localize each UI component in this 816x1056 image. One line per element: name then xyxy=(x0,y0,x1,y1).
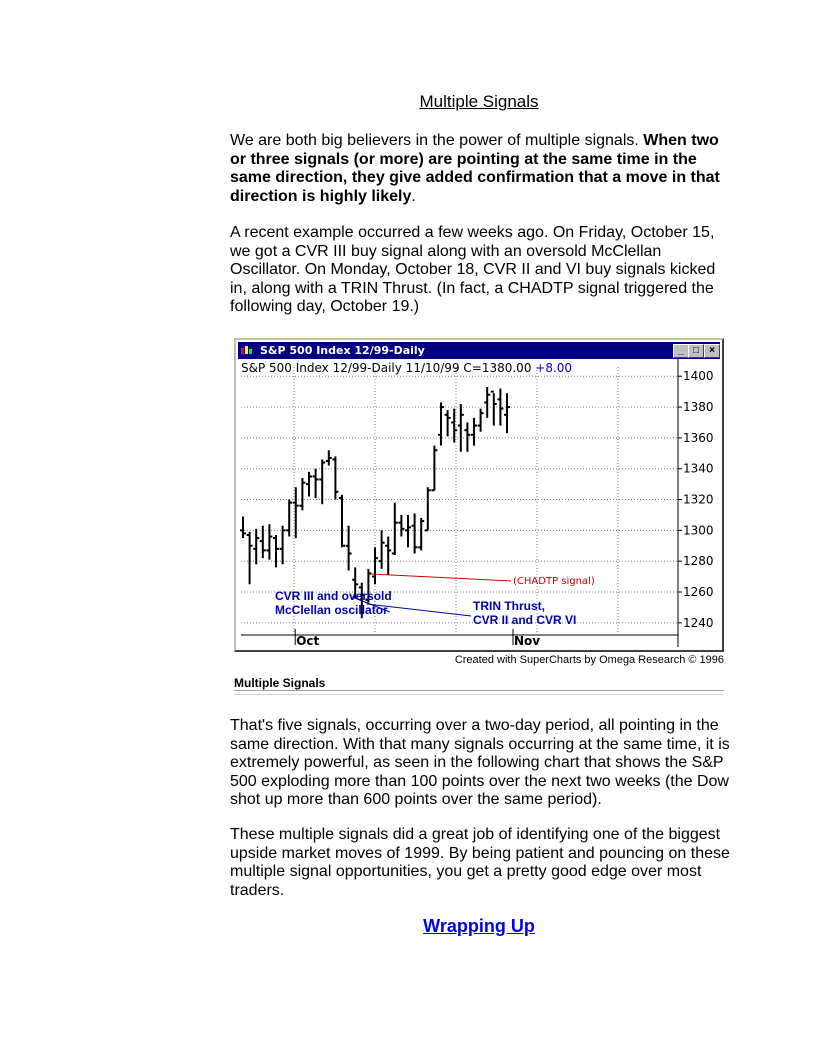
price-chart: S&P 500 Index 12/99-Daily 11/10/99 C=138… xyxy=(240,359,714,647)
y-tick-label: 1340 xyxy=(683,462,714,476)
y-tick-label: 1380 xyxy=(683,400,714,414)
example-paragraph: A recent example occurred a few weeks ag… xyxy=(230,224,716,315)
y-tick-label: 1260 xyxy=(683,585,714,599)
y-tick-label: 1240 xyxy=(683,616,714,630)
result-paragraph: That's five signals, occurring over a tw… xyxy=(230,717,730,808)
annotation-pointer xyxy=(371,573,512,582)
minimize-button[interactable]: _ xyxy=(673,344,689,358)
window-title: S&P 500 Index 12/99-Daily xyxy=(260,344,425,357)
window-titlebar: S&P 500 Index 12/99-Daily _ □ × xyxy=(238,342,720,359)
page-title: Multiple Signals xyxy=(419,92,539,111)
intro-period: . xyxy=(411,187,416,205)
annotation-pointer xyxy=(366,603,472,617)
chart-credit: Created with SuperCharts by Omega Resear… xyxy=(454,654,724,666)
app-icon xyxy=(241,346,252,354)
maximize-button[interactable]: □ xyxy=(688,344,704,358)
chart-header-text: S&P 500 Index 12/99-Daily 11/10/99 C=138… xyxy=(241,361,572,375)
intro-paragraph: We are both big believers in the power o… xyxy=(230,132,730,206)
close-button[interactable]: × xyxy=(704,344,720,358)
y-tick-label: 1400 xyxy=(683,369,714,383)
y-tick-label: 1280 xyxy=(683,554,714,568)
intro-text: We are both big believers in the power o… xyxy=(230,132,644,149)
chart-figure: S&P 500 Index 12/99-Daily _ □ × S&P 500 … xyxy=(234,338,724,695)
annotation-chadtp: (CHADTP signal) xyxy=(513,576,595,587)
y-tick-label: 1360 xyxy=(683,431,714,445)
annotation-cvr-ii-vi: CVR II and CVR VI xyxy=(473,613,576,627)
annotation-trin-thrust: TRIN Thrust, xyxy=(473,599,545,613)
x-tick-label: Oct xyxy=(296,634,319,647)
annotation-mcclellan: McClellan oscillator xyxy=(275,603,388,617)
summary-paragraph: These multiple signals did a great job o… xyxy=(230,826,730,899)
wrapping-up-link[interactable]: Wrapping Up xyxy=(423,916,535,936)
figure-caption: Multiple Signals xyxy=(234,676,326,690)
y-tick-label: 1320 xyxy=(683,493,714,507)
intro-bold-text: When two or three signals (or more) are … xyxy=(230,132,720,205)
annotation-cvr-iii: CVR III and oversold xyxy=(275,589,392,603)
chart-header-change: +8.00 xyxy=(535,361,572,375)
caption-divider xyxy=(234,690,724,695)
y-tick-label: 1300 xyxy=(683,523,714,537)
chart-window: S&P 500 Index 12/99-Daily _ □ × S&P 500 … xyxy=(234,338,724,652)
x-tick-label: Nov xyxy=(514,634,540,647)
